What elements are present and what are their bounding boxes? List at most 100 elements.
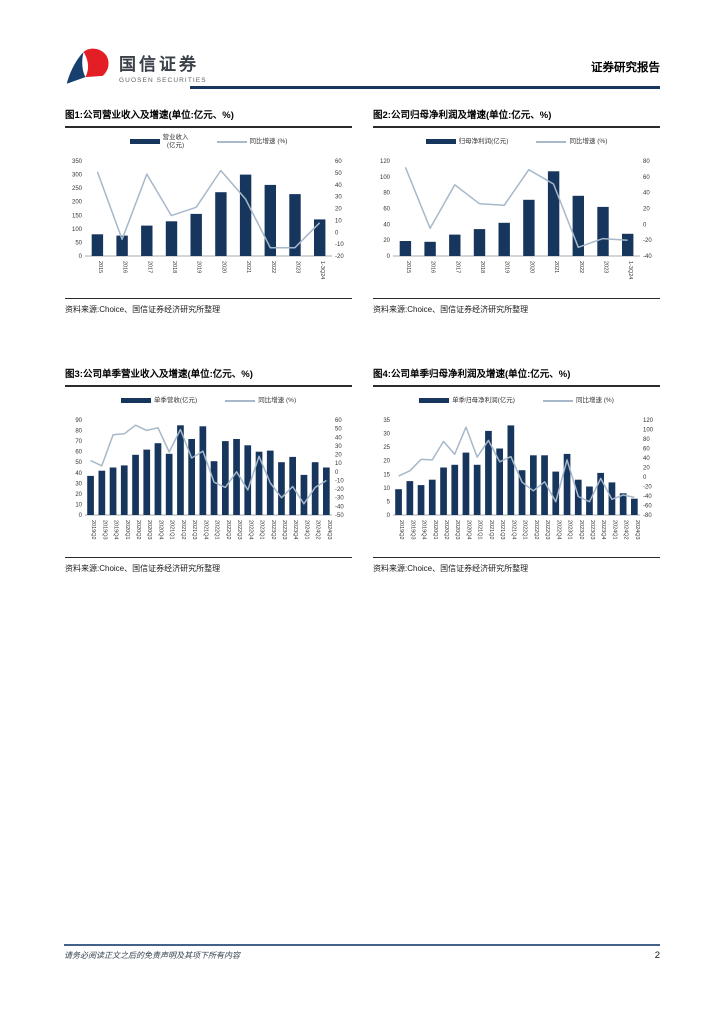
bar (210, 460, 218, 515)
x-axis-category-label: 2015 (97, 261, 103, 273)
x-axis-category-label: 2023 (294, 261, 300, 273)
x-axis-category-label: 2021Q3 (191, 520, 197, 540)
line-legend-swatch (536, 140, 567, 143)
legend-item: 归母净利润(亿元) (425, 138, 508, 146)
bar (239, 174, 252, 256)
bar (572, 195, 584, 256)
bar (323, 467, 330, 515)
right-axis-tick-label: -80 (643, 513, 652, 519)
legend-item: 营业收入 (亿元) (129, 134, 189, 150)
bar-legend-swatch (419, 398, 450, 404)
x-axis-category-label: 2019Q2 (90, 520, 96, 540)
bar (473, 464, 481, 515)
right-axis-tick-label: -10 (335, 478, 344, 484)
bar (395, 488, 402, 515)
legend-label: 单季营收(亿元) (153, 396, 198, 404)
right-axis-tick-label: 10 (335, 218, 342, 224)
x-axis-category-label: 2024Q2 (315, 520, 321, 540)
x-axis-category-label: 2022Q3 (236, 520, 242, 540)
figure-3-chart-canvas: 0 10 20 30 40 50 60 70 80 90 -50 -40 -30 -20 -10 0 10 20 3… (75, 418, 344, 540)
right-axis-tick-label: -20 (643, 484, 652, 490)
bar (622, 233, 634, 256)
x-axis-category-label: 2019Q2 (398, 520, 404, 540)
right-axis-tick-label: 50 (335, 171, 342, 177)
left-axis-tick-label: 60 (75, 449, 82, 455)
growth-line (404, 166, 628, 248)
x-axis-category-label: 2022Q1 (214, 520, 220, 540)
x-axis-category-label: 2021 (245, 261, 251, 273)
bar (222, 440, 229, 515)
legend-label: 同比增速 (%) (258, 396, 297, 404)
x-axis-category-label: 2019 (504, 261, 510, 273)
bar (406, 480, 414, 515)
page-footer: 请务必阅读正文之后的免责声明及其项下所有内容 2 (64, 944, 660, 961)
right-axis-tick-label: 30 (335, 195, 342, 201)
bar (498, 222, 510, 256)
right-axis-tick-label: -40 (643, 494, 652, 500)
x-axis-category-label: 2020 (528, 261, 534, 273)
figure-3: 图3:公司单季营业收入及增速(单位:亿元、%) 单季营收(亿元) 同比增速 (%)… (65, 367, 352, 574)
right-axis-tick-label: 60 (643, 175, 650, 181)
growth-line (96, 169, 321, 249)
x-axis-category-label: 2020Q3 (454, 520, 460, 540)
bar (165, 453, 173, 515)
left-axis-tick-label: 200 (72, 200, 83, 206)
x-axis-category-label: 2020 (220, 261, 226, 273)
x-axis-category-label: 2023Q3 (281, 520, 287, 540)
bar (462, 452, 470, 515)
bar (165, 221, 178, 256)
bar (563, 453, 571, 515)
x-axis-category-label: 2017 (146, 261, 152, 273)
figure-2-source: 资料来源:Choice、国信证券经济研究所整理 (373, 297, 660, 315)
right-axis-tick-label: 0 (643, 222, 647, 228)
bar (98, 470, 106, 515)
x-axis-category-label: 2019Q4 (421, 520, 427, 540)
growth-line (90, 424, 327, 505)
charts-row-1: 图1:公司营业收入及增速(单位:亿元、%) 营业收入 (亿元) 同比增速 (%) … (65, 108, 660, 315)
bar (428, 479, 436, 515)
right-axis-tick-label: 40 (643, 191, 650, 197)
bar (473, 228, 486, 256)
bar (132, 454, 139, 515)
right-axis-tick-label: -20 (335, 487, 344, 493)
x-axis-category-label: 2019 (196, 261, 202, 273)
bar (451, 464, 459, 515)
x-axis-category-label: 2023Q3 (589, 520, 595, 540)
figure-1-chart-canvas: 0 50 100 150 200 250 300 350 -20 -10 0 10 20 30 40 50 60… (72, 159, 344, 279)
figure-2-title: 图2:公司归母净利润及增速(单位:亿元、%) (373, 108, 660, 128)
right-axis-tick-label: 60 (335, 159, 342, 165)
bar (597, 206, 609, 256)
left-axis-tick-label: 40 (75, 471, 82, 477)
x-axis-category-label: 2021Q2 (180, 520, 186, 540)
x-axis-category-label: 2017 (454, 261, 460, 273)
legend-item: 单季归母净利润(亿元) (419, 397, 515, 405)
x-axis-category-label: 2021Q4 (202, 520, 208, 540)
bar (440, 467, 447, 515)
left-axis-tick-label: 35 (383, 418, 390, 424)
legend-item: 同比增速 (%) (216, 138, 287, 146)
legend-item: 同比增速 (%) (225, 397, 296, 405)
x-axis-category-label: 2021Q3 (499, 520, 505, 540)
right-axis-tick-label: -10 (335, 242, 344, 248)
bar (244, 445, 252, 515)
x-axis-category-label: 2020Q4 (466, 520, 472, 540)
left-axis-tick-label: 120 (380, 159, 391, 165)
right-axis-tick-label: 40 (643, 456, 650, 462)
line-legend-swatch (225, 399, 256, 402)
left-axis-tick-label: 30 (75, 481, 82, 487)
right-axis-tick-label: -40 (643, 254, 652, 260)
brand-name-cn: 国信证券 (119, 55, 199, 74)
right-axis-tick-label: 30 (335, 444, 342, 450)
left-axis-tick-label: 0 (79, 254, 83, 260)
legend-label: 营业收入 (亿元) (162, 134, 189, 149)
bar (87, 475, 94, 515)
line-legend-swatch (542, 399, 573, 402)
right-axis-tick-label: 0 (643, 475, 647, 481)
right-axis-tick-label: 50 (335, 426, 342, 432)
left-axis-tick-label: 100 (380, 175, 391, 181)
right-axis-tick-label: 20 (643, 206, 650, 212)
x-axis-category-label: 2023Q2 (270, 520, 276, 540)
x-axis-category-label: 2021Q1 (169, 520, 175, 540)
guosen-logo-icon (66, 48, 109, 84)
legend-label: 同比增速 (%) (569, 137, 608, 145)
